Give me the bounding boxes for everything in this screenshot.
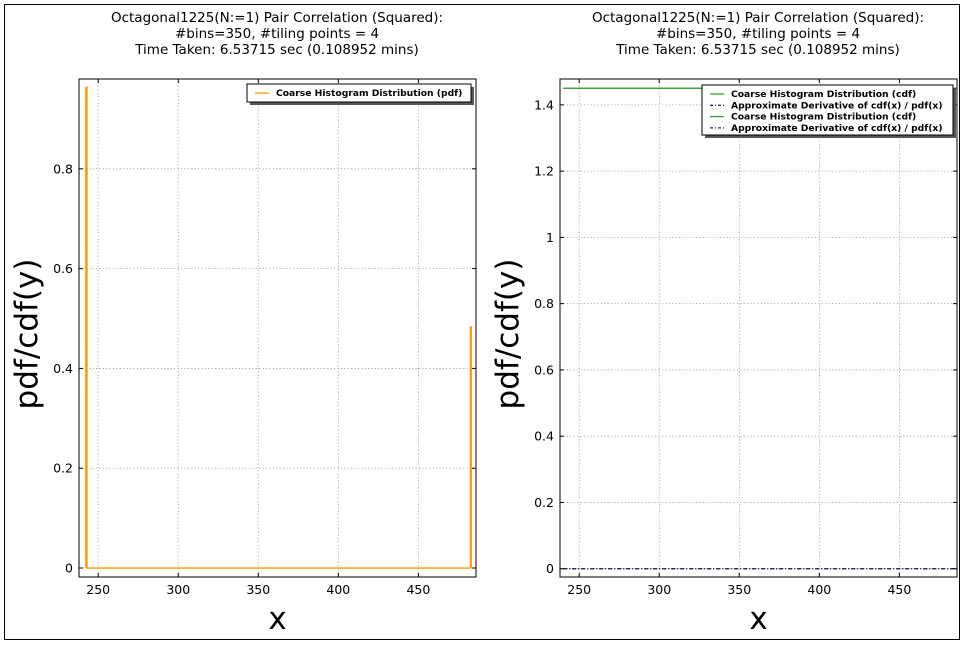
axes-frame: [78, 78, 477, 578]
x-tick-label: 250: [86, 582, 110, 597]
legend-entry-label: Coarse Histogram Distribution (cdf): [731, 112, 916, 123]
y-tick-label: 0: [546, 561, 554, 576]
y-tick-label: 0: [65, 561, 73, 576]
x-tick-label: 400: [326, 582, 350, 597]
legend-box: [246, 83, 472, 103]
chart-title-line: Time Taken: 6.53715 sec (0.108952 mins): [615, 42, 900, 58]
x-tick-label: 250: [567, 582, 591, 597]
chart-title-line: #bins=350, #tiling points = 4: [175, 26, 379, 42]
chart-title-line: Time Taken: 6.53715 sec (0.108952 mins): [134, 42, 419, 58]
x-tick-label: 300: [647, 582, 671, 597]
plot-area: [79, 79, 476, 577]
x-tick-label: 400: [807, 582, 831, 597]
y-tick-label: 0.8: [534, 296, 554, 311]
x-tick-label: 450: [887, 582, 911, 597]
y-tick-label: 0.2: [53, 461, 73, 476]
legend-entry-label: Coarse Histogram Distribution (pdf): [276, 88, 462, 99]
y-tick-label: 0.4: [53, 361, 73, 376]
legend-box: [701, 84, 954, 136]
y-tick-label: 0.4: [534, 429, 554, 444]
chart-1: Octagonal1225(N:=1) Pair Correlation (Sq…: [9, 10, 477, 637]
axes-frame: [559, 78, 958, 578]
plot-area: [560, 79, 957, 577]
x-tick-label: 300: [166, 582, 190, 597]
chart-2: Octagonal1225(N:=1) Pair Correlation (Sq…: [490, 10, 958, 637]
y-tick-label: 1: [546, 230, 554, 245]
legend-entry-label: Approximate Derivative of cdf(x) / pdf(x…: [731, 100, 943, 111]
y-tick-label: 0.6: [534, 362, 554, 377]
y-axis-label: pdf/cdf(y): [490, 259, 526, 410]
chart-title-line: Octagonal1225(N:=1) Pair Correlation (Sq…: [592, 10, 924, 26]
figure-frame: [4, 4, 960, 640]
y-tick-label: 0.6: [53, 261, 73, 276]
x-axis-label: x: [268, 601, 286, 637]
y-tick-label: 0.8: [53, 161, 73, 176]
chart-title-line: #bins=350, #tiling points = 4: [656, 26, 860, 42]
legend-entry-label: Approximate Derivative of cdf(x) / pdf(x…: [731, 123, 943, 134]
legend-entry-label: Coarse Histogram Distribution (cdf): [731, 89, 916, 100]
chart-title-line: Octagonal1225(N:=1) Pair Correlation (Sq…: [111, 10, 443, 26]
x-tick-label: 350: [727, 582, 751, 597]
y-tick-label: 1.4: [534, 97, 554, 112]
y-tick-label: 1.2: [534, 164, 554, 179]
x-tick-label: 450: [406, 582, 430, 597]
x-tick-label: 350: [246, 582, 270, 597]
y-axis-label: pdf/cdf(y): [9, 259, 45, 410]
x-axis-label: x: [749, 601, 767, 637]
series-line: [85, 86, 472, 569]
y-tick-label: 0.2: [534, 495, 554, 510]
